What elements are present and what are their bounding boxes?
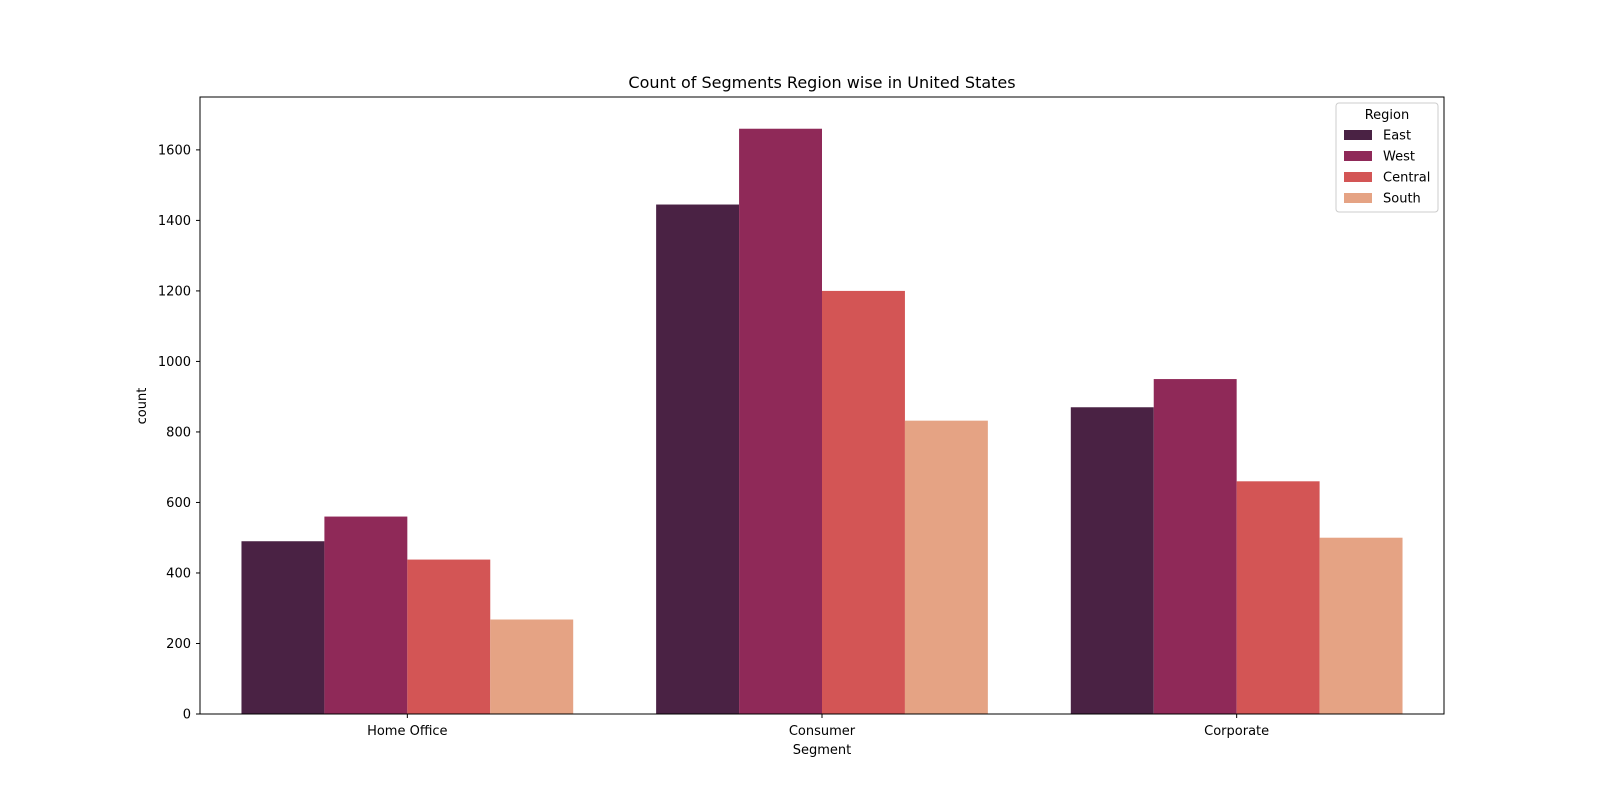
bar-central-home-office <box>407 559 491 714</box>
y-tick-label: 600 <box>166 496 191 511</box>
y-tick-label: 400 <box>166 566 191 581</box>
bar-south-consumer <box>904 420 988 714</box>
bar-central-consumer <box>822 290 905 714</box>
legend-label-west: West <box>1383 150 1415 165</box>
y-axis-label: count <box>135 388 150 425</box>
y-tick-label: 1400 <box>158 214 191 229</box>
bar-south-corporate <box>1319 537 1403 714</box>
legend-label-east: East <box>1383 129 1411 144</box>
bar-central-corporate <box>1236 481 1320 714</box>
x-tick-label: Corporate <box>1204 724 1269 739</box>
x-axis-label: Segment <box>793 743 852 758</box>
bar-west-home-office <box>324 516 408 714</box>
chart-title: Count of Segments Region wise in United … <box>628 73 1015 92</box>
legend-title: Region <box>1365 108 1410 123</box>
bar-west-consumer <box>739 128 822 715</box>
bar-south-home-office <box>490 619 574 714</box>
legend-swatch-west <box>1344 151 1372 161</box>
y-axis: 0 200 400 600 800 1000 1200 1400 1600 <box>158 143 200 723</box>
y-tick-label: 800 <box>166 425 191 440</box>
legend-label-central: Central <box>1383 171 1430 186</box>
y-tick-label: 1000 <box>158 355 191 370</box>
bars-group <box>241 128 1403 715</box>
y-tick-label: 200 <box>166 637 191 652</box>
legend: Region East West Central South <box>1335 102 1439 213</box>
x-tick-label: Consumer <box>789 724 856 739</box>
bar-east-home-office <box>241 541 325 714</box>
bar-west-corporate <box>1153 379 1237 714</box>
bar-east-consumer <box>656 204 740 714</box>
y-tick-label: 0 <box>183 708 191 723</box>
legend-swatch-east <box>1344 130 1372 140</box>
bar-east-corporate <box>1070 407 1154 714</box>
y-tick-label: 1200 <box>158 284 191 299</box>
legend-swatch-south <box>1344 193 1372 203</box>
legend-label-south: South <box>1383 192 1421 207</box>
x-axis: Home Office Consumer Corporate <box>367 714 1269 739</box>
y-tick-label: 1600 <box>158 143 191 158</box>
x-tick-label: Home Office <box>367 724 447 739</box>
legend-swatch-central <box>1344 172 1372 182</box>
